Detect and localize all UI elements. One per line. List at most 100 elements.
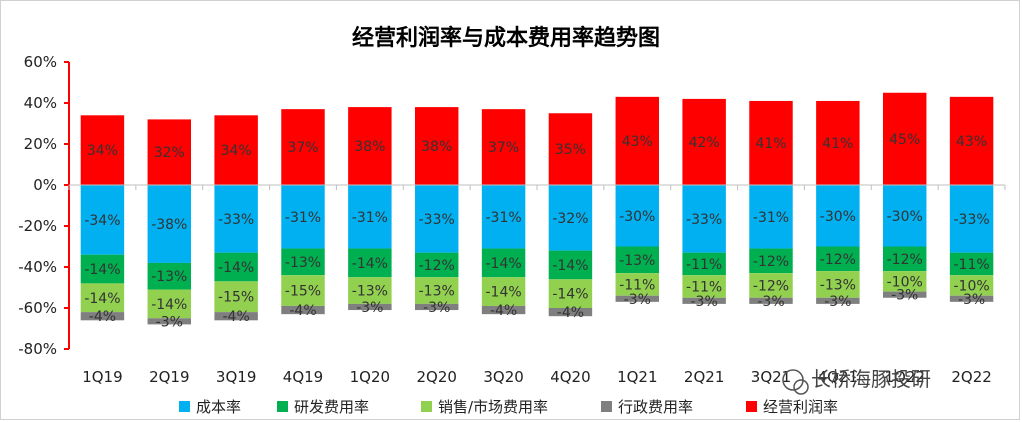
data-label: -4% xyxy=(557,305,584,321)
data-label: 37% xyxy=(287,140,318,156)
bar-segment xyxy=(481,277,526,306)
legend: 成本率 研发费用率 销售/市场费用率 行政费用率 经营利润率 xyxy=(179,398,838,416)
data-label: -14% xyxy=(218,260,254,276)
y-tick-label: 20% xyxy=(24,135,57,153)
bar-segment xyxy=(281,275,325,306)
bar-group-3Q21: 41%-31%-12%-12%-3% xyxy=(749,100,793,310)
bar-group-2Q22: 43% -33% -11% -10%-3% xyxy=(949,96,994,308)
bar-segment xyxy=(749,185,793,249)
x-category-label: 2Q20 xyxy=(416,368,456,386)
x-category-label: 1Q20 xyxy=(350,368,390,386)
y-tick-label: -80% xyxy=(18,340,57,358)
bar-segment xyxy=(682,275,726,298)
bar-segment xyxy=(615,295,660,302)
data-label: -3% xyxy=(156,314,183,330)
data-label: 37% xyxy=(488,140,519,156)
x-category-label: 3Q21 xyxy=(751,368,791,386)
bar-segment xyxy=(882,271,927,292)
bar-segment xyxy=(548,279,593,308)
bar-segment xyxy=(882,291,927,298)
data-label: -31% xyxy=(285,210,321,226)
bar-segment xyxy=(214,281,258,313)
bar-segment xyxy=(682,297,726,304)
data-label: -13% xyxy=(820,277,856,293)
x-axis: 1Q19 2Q19 3Q19 4Q19 1Q20 2Q20 3Q20 4Q20 1Q21 2Q21… xyxy=(68,184,1006,386)
bar-segment xyxy=(281,248,325,276)
x-category-label: 4Q20 xyxy=(550,368,590,386)
bar-group-1Q22: 45% -30% -12% -10%-3% xyxy=(882,92,927,304)
data-label: -4% xyxy=(289,303,316,319)
bar-segment xyxy=(682,252,726,276)
bar-segment xyxy=(949,252,994,276)
bar-segment xyxy=(414,277,459,304)
x-category-label: 4Q19 xyxy=(283,368,323,386)
data-label: -14% xyxy=(552,258,588,274)
bar-segment xyxy=(548,113,593,185)
data-label: -14% xyxy=(485,256,521,272)
data-label: -3% xyxy=(958,292,985,308)
bar-segment xyxy=(80,283,125,313)
bar-segment xyxy=(147,185,192,263)
bar-segment xyxy=(214,252,258,282)
bar-group-4Q20: 35% -32% -14% -14% -4% xyxy=(548,113,593,321)
legend-item: 成本率 xyxy=(179,398,241,416)
data-label: -13% xyxy=(151,269,187,285)
data-label: -33% xyxy=(686,212,722,228)
legend-item: 研发费用率 xyxy=(277,398,369,416)
data-label: -14% xyxy=(485,285,521,301)
bar-segment xyxy=(214,312,258,321)
data-label: -12% xyxy=(419,258,455,274)
data-label: -33% xyxy=(218,212,254,228)
bar-segment xyxy=(481,185,526,249)
data-label: -31% xyxy=(352,210,388,226)
data-label: -30% xyxy=(619,209,655,225)
bar-segment xyxy=(816,100,860,185)
legend-label: 销售/市场费用率 xyxy=(438,398,548,416)
data-label: -30% xyxy=(887,209,923,225)
bar-group-3Q19: 34% -33% -14% -15% -4% xyxy=(214,115,258,325)
data-label: -11% xyxy=(686,279,722,295)
data-label: -3% xyxy=(757,294,784,310)
bar-segment xyxy=(816,297,860,304)
data-label: -3% xyxy=(691,294,718,310)
legend-item: 销售/市场费用率 xyxy=(421,398,548,416)
data-label: 34% xyxy=(221,143,252,159)
chart-title: 经营利润率与成本费用率趋势图 xyxy=(352,25,660,51)
bar-segment xyxy=(816,185,860,247)
data-label: -12% xyxy=(887,252,923,268)
bar-segment xyxy=(147,262,192,290)
bar-segment xyxy=(548,185,593,251)
bar-segment xyxy=(281,109,325,185)
data-label: -14% xyxy=(151,297,187,313)
data-label: -14% xyxy=(84,291,120,307)
bar-segment xyxy=(147,289,192,319)
bar-segment xyxy=(749,100,793,185)
data-label: -3% xyxy=(824,294,851,310)
data-label: -14% xyxy=(352,256,388,272)
data-label: -12% xyxy=(753,278,789,294)
data-label: -30% xyxy=(820,209,856,225)
bar-segment xyxy=(80,115,125,185)
legend-label: 研发费用率 xyxy=(294,398,369,416)
bar-segment xyxy=(481,305,526,315)
watermark: 长桥海豚投研 xyxy=(782,367,931,395)
bar-group-2Q21: 42%-33%-11%-11%-3% xyxy=(682,98,726,310)
bar-segment xyxy=(281,185,325,249)
data-label: -15% xyxy=(285,284,321,300)
data-label: 38% xyxy=(354,139,385,155)
data-label: -12% xyxy=(753,254,789,270)
bar-segment xyxy=(615,273,660,296)
data-label: -3% xyxy=(624,292,651,308)
data-label: -10% xyxy=(953,278,989,294)
y-tick-label: 0% xyxy=(33,176,57,194)
bar-segment xyxy=(348,107,392,185)
bar-group-3Q20: 37% -31% -14% -14% -4% xyxy=(481,109,526,319)
data-label: -11% xyxy=(686,257,722,273)
x-category-label: 3Q19 xyxy=(216,368,256,386)
bar-group-1Q20: 38% -31% -14% -13%-3% xyxy=(348,107,392,316)
bar-group-2Q20: 38% -33% -12% -13%-3% xyxy=(414,107,459,316)
bar-segment xyxy=(414,107,459,185)
bar-segment xyxy=(615,246,660,274)
legend-swatch xyxy=(277,401,288,412)
